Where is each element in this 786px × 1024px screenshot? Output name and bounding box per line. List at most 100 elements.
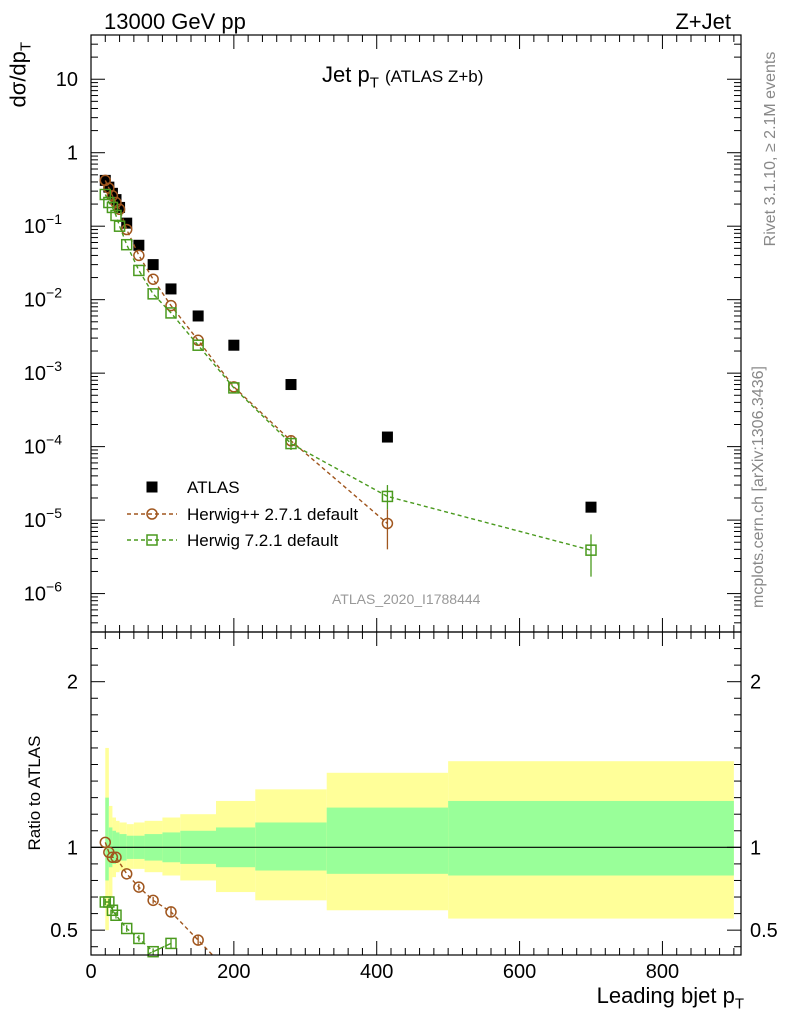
- y-tick-label: 10−3: [24, 358, 62, 385]
- x-label-main: Leading bjet p: [596, 983, 735, 1008]
- ratio-point-herwig-2-7-1-default: [110, 851, 122, 864]
- chart-title: Jet pT (ATLAS Z+b): [322, 62, 483, 91]
- ratio-point-herwig-7-2-1-default: [165, 937, 177, 950]
- ratio-series-layer: [99, 836, 214, 958]
- inner-band-segment: [255, 822, 327, 871]
- ratio-y-tick-label-right: 0.5: [750, 920, 778, 942]
- header-energy-label: 13000 GeV pp: [104, 9, 246, 34]
- data-point-herwig-2-7-1-default: [113, 203, 126, 216]
- inner-band-segment: [448, 800, 734, 876]
- ratio-y-tick-label-left: 1: [67, 837, 78, 859]
- ratio-point-herwig-7-2-1-default: [147, 945, 159, 958]
- data-point-atlas: [114, 201, 126, 213]
- data-point-herwig-7-2-1-default: [147, 288, 159, 300]
- legend-marker-herwig-7-2-1-default: [146, 534, 158, 546]
- chart-title-suffix: (ATLAS Z+b): [385, 67, 484, 86]
- ratio-tick-marks: [90, 632, 741, 955]
- data-point-atlas: [121, 217, 133, 229]
- ratio-point-herwig-7-2-1-default: [103, 896, 115, 908]
- ratio-point-herwig-2-7-1-default: [99, 836, 112, 849]
- ratio-y-axis-label: Ratio to ATLAS: [25, 735, 44, 851]
- data-point-atlas: [381, 431, 393, 443]
- ratio-point-herwig-2-7-1-default: [133, 881, 145, 893]
- ratio-point-herwig-2-7-1-default: [120, 868, 133, 880]
- series-line-herwig-2-7-1-default: [104, 180, 388, 525]
- y-tick-label: 10−6: [24, 579, 62, 606]
- y-tick-label: 10−2: [24, 285, 62, 312]
- data-point-atlas: [106, 187, 118, 199]
- legend-marker-atlas: [146, 481, 158, 493]
- ratio-y-tick-label-right: 2: [750, 672, 761, 694]
- data-point-atlas: [285, 379, 297, 391]
- chart-title-sub: T: [369, 74, 379, 92]
- data-point-herwig-2-7-1-default: [165, 299, 177, 312]
- data-point-atlas: [99, 174, 111, 186]
- data-point-herwig-7-2-1-default: [228, 382, 240, 394]
- ratio-point-herwig-7-2-1-default: [120, 922, 133, 935]
- ratio-series-herwig-7-2-1-default: [99, 896, 177, 958]
- x-axis-label: Leading bjet pT: [597, 983, 744, 1012]
- data-point-atlas: [147, 259, 159, 271]
- data-point-atlas: [165, 283, 177, 295]
- ratio-point-herwig-2-7-1-default: [106, 851, 119, 864]
- legend-label-herwig-7-2-1-default: Herwig 7.2.1 default: [187, 531, 338, 550]
- ratio-point-herwig-7-2-1-default: [110, 909, 122, 921]
- data-point-atlas: [585, 501, 597, 513]
- series-line-herwig-7-2-1-default: [104, 194, 592, 551]
- y-tick-label: 1: [67, 143, 78, 165]
- y-tick-label: 10−4: [24, 432, 62, 459]
- ratio-uncertainty-bands: [91, 747, 741, 931]
- y-tick-label: 10−1: [24, 211, 62, 238]
- x-label-sub: T: [734, 995, 744, 1013]
- series-herwig-2-7-1-default: [99, 174, 394, 550]
- y-tick-label: 10−5: [24, 505, 62, 532]
- ratio-point-herwig-2-7-1-default: [192, 934, 204, 946]
- legend-label-atlas: ATLAS: [187, 478, 240, 497]
- data-point-herwig-7-2-1-default: [120, 238, 133, 251]
- y-label-sub: T: [17, 41, 35, 52]
- data-point-herwig-7-2-1-default: [113, 220, 126, 232]
- x-tick-label: 800: [646, 961, 679, 983]
- data-point-herwig-2-7-1-default: [381, 517, 394, 530]
- ratio-point-herwig-2-7-1-default: [147, 894, 159, 907]
- x-tick-label: 600: [503, 961, 536, 983]
- y-tick-label: 10: [56, 69, 78, 91]
- ratio-plot-frame: [90, 631, 742, 956]
- x-tick-label: 200: [217, 961, 250, 983]
- ratio-y-tick-label-left: 0.5: [50, 920, 78, 942]
- series-atlas: [99, 174, 597, 513]
- data-point-herwig-7-2-1-default: [99, 188, 112, 201]
- ratio-y-tick-label-left: 2: [67, 672, 78, 694]
- data-point-atlas: [228, 339, 240, 351]
- mcplots-text: mcplots.cern.ch [arXiv:1306.3436]: [750, 366, 767, 608]
- data-point-herwig-2-7-1-default: [106, 189, 119, 202]
- x-tick-label: 400: [360, 961, 393, 983]
- rivet-version-text: Rivet 3.1.10, ≥ 2.1M events: [762, 51, 779, 247]
- data-point-herwig-7-2-1-default: [381, 490, 394, 503]
- main-y-axis-label: dσ/dpT: [5, 15, 34, 135]
- data-point-herwig-7-2-1-default: [285, 437, 297, 450]
- ratio-tick-labels: 0.5 0.5 1 1 2 2 0 200 400 600 800: [50, 672, 778, 983]
- y-label-main: dσ/dp: [5, 51, 31, 108]
- header-process-label: Z+Jet: [675, 9, 731, 34]
- ratio-y-tick-label-right: 1: [750, 837, 761, 859]
- data-point-herwig-7-2-1-default: [165, 307, 177, 319]
- main-panel: 10 1 10−1 10−2 10−3 10−4 10−5 10−6: [24, 34, 742, 633]
- data-point-atlas: [192, 310, 204, 322]
- data-point-herwig-7-2-1-default: [133, 264, 145, 277]
- data-point-herwig-2-7-1-default: [133, 249, 145, 262]
- x-tick-label: 0: [85, 961, 96, 983]
- ratio-point-herwig-7-2-1-default: [133, 932, 145, 945]
- main-y-tick-labels: 10 1 10−1 10−2 10−3 10−4 10−5 10−6: [24, 69, 78, 605]
- data-point-herwig-7-2-1-default: [106, 201, 119, 214]
- inner-band-segment: [105, 797, 109, 881]
- data-point-herwig-7-2-1-default: [585, 544, 597, 556]
- data-point-herwig-7-2-1-default: [192, 339, 204, 351]
- data-point-herwig-2-7-1-default: [147, 273, 159, 285]
- analysis-id-watermark: ATLAS_2020_I1788444: [332, 591, 481, 607]
- series-herwig-7-2-1-default: [99, 188, 597, 577]
- legend: ATLAS Herwig++ 2.7.1 default Herwig 7.2.1 …: [127, 478, 358, 550]
- data-point-herwig-2-7-1-default: [120, 223, 133, 236]
- ratio-panel: 0.5 0.5 1 1 2 2 0 200 400 600 800: [50, 631, 778, 983]
